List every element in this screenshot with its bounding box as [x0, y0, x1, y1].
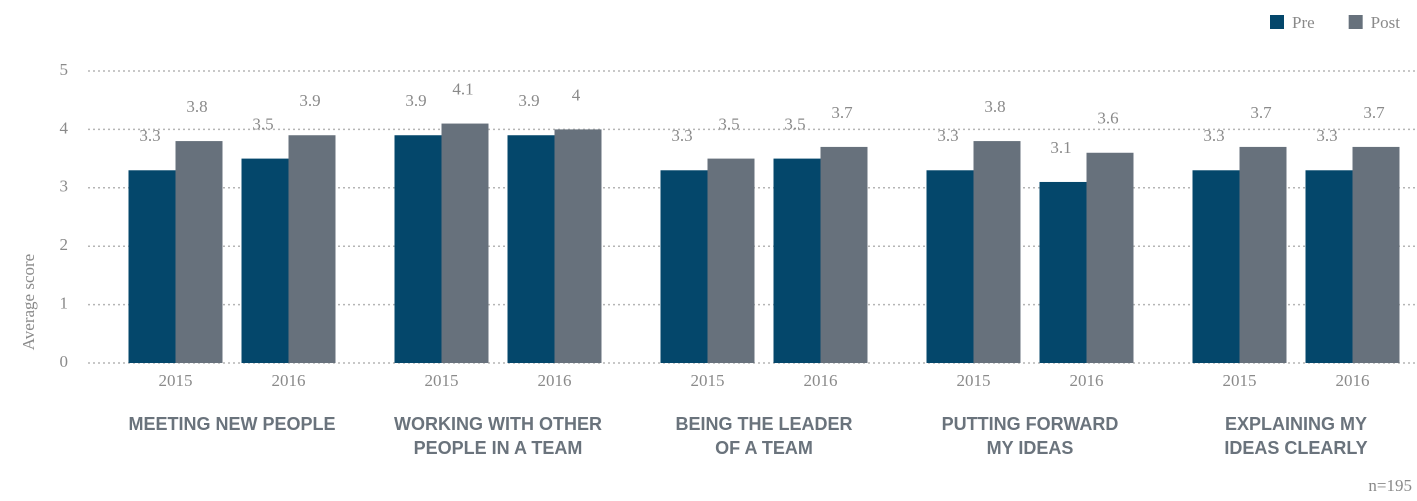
bar	[820, 146, 868, 363]
data-label: 4.1	[452, 79, 473, 98]
legend-label: Pre	[1292, 13, 1315, 32]
x-tick-label: 2016	[272, 371, 306, 390]
legend-swatch	[1348, 15, 1363, 29]
y-tick-label: 2	[60, 235, 69, 254]
bar	[1305, 170, 1353, 363]
x-tick-label: 2015	[691, 371, 725, 390]
bar	[128, 170, 176, 363]
data-label: 3.3	[1203, 126, 1224, 145]
data-label: 3.8	[186, 97, 207, 116]
x-tick-label: 2016	[804, 371, 838, 390]
note: n=195	[1368, 476, 1412, 495]
bar	[1039, 181, 1087, 363]
data-label: 3.5	[718, 115, 739, 134]
bar	[973, 141, 1021, 363]
bar	[1352, 146, 1400, 363]
x-tick-label: 2015	[159, 371, 193, 390]
bar	[554, 129, 602, 363]
data-label: 3.5	[784, 115, 805, 134]
data-label: 3.3	[671, 126, 692, 145]
data-label: 3.7	[1250, 103, 1272, 122]
bar	[926, 170, 974, 363]
y-tick-label: 5	[60, 60, 69, 79]
x-tick-label: 2015	[1223, 371, 1257, 390]
bar	[441, 123, 489, 363]
data-label: 3.5	[252, 115, 273, 134]
y-axis-label: Average score	[19, 254, 38, 350]
bar	[1192, 170, 1240, 363]
bar	[773, 158, 821, 363]
bar	[707, 158, 755, 363]
group-label: PEOPLE IN A TEAM	[414, 438, 583, 458]
bar	[507, 135, 555, 363]
bar	[1086, 152, 1134, 363]
data-label: 3.7	[831, 103, 853, 122]
data-label: 3.3	[139, 126, 160, 145]
group-label: WORKING WITH OTHER	[394, 414, 602, 434]
bar	[1239, 146, 1287, 363]
x-tick-label: 2015	[425, 371, 459, 390]
group-label: OF A TEAM	[715, 438, 813, 458]
group-label: PUTTING FORWARD	[942, 414, 1119, 434]
data-label: 3.9	[518, 91, 539, 110]
group-label: BEING THE LEADER	[675, 414, 852, 434]
y-tick-label: 1	[60, 294, 69, 313]
x-tick-label: 2016	[1070, 371, 1104, 390]
bar	[175, 141, 223, 363]
y-tick-label: 3	[60, 177, 69, 196]
group-label: MY IDEAS	[987, 438, 1074, 458]
legend-label: Post	[1371, 13, 1401, 32]
data-label: 3.7	[1363, 103, 1385, 122]
data-label: 3.9	[405, 91, 426, 110]
group-label: MEETING NEW PEOPLE	[128, 414, 335, 434]
bar	[288, 135, 336, 363]
x-tick-label: 2015	[957, 371, 991, 390]
data-label: 3.6	[1097, 109, 1118, 128]
bar	[394, 135, 442, 363]
data-label: 4	[572, 85, 581, 104]
legend-swatch	[1270, 15, 1284, 29]
data-label: 3.3	[1316, 126, 1337, 145]
group-label: IDEAS CLEARLY	[1224, 438, 1367, 458]
x-tick-label: 2016	[538, 371, 572, 390]
data-label: 3.9	[299, 91, 320, 110]
y-tick-label: 0	[60, 352, 69, 371]
bar	[660, 170, 708, 363]
group-label: EXPLAINING MY	[1225, 414, 1367, 434]
bar	[241, 158, 289, 363]
data-label: 3.3	[937, 126, 958, 145]
data-label: 3.1	[1050, 138, 1071, 157]
x-tick-label: 2016	[1336, 371, 1370, 390]
y-tick-label: 4	[60, 118, 69, 137]
data-label: 3.8	[984, 97, 1005, 116]
